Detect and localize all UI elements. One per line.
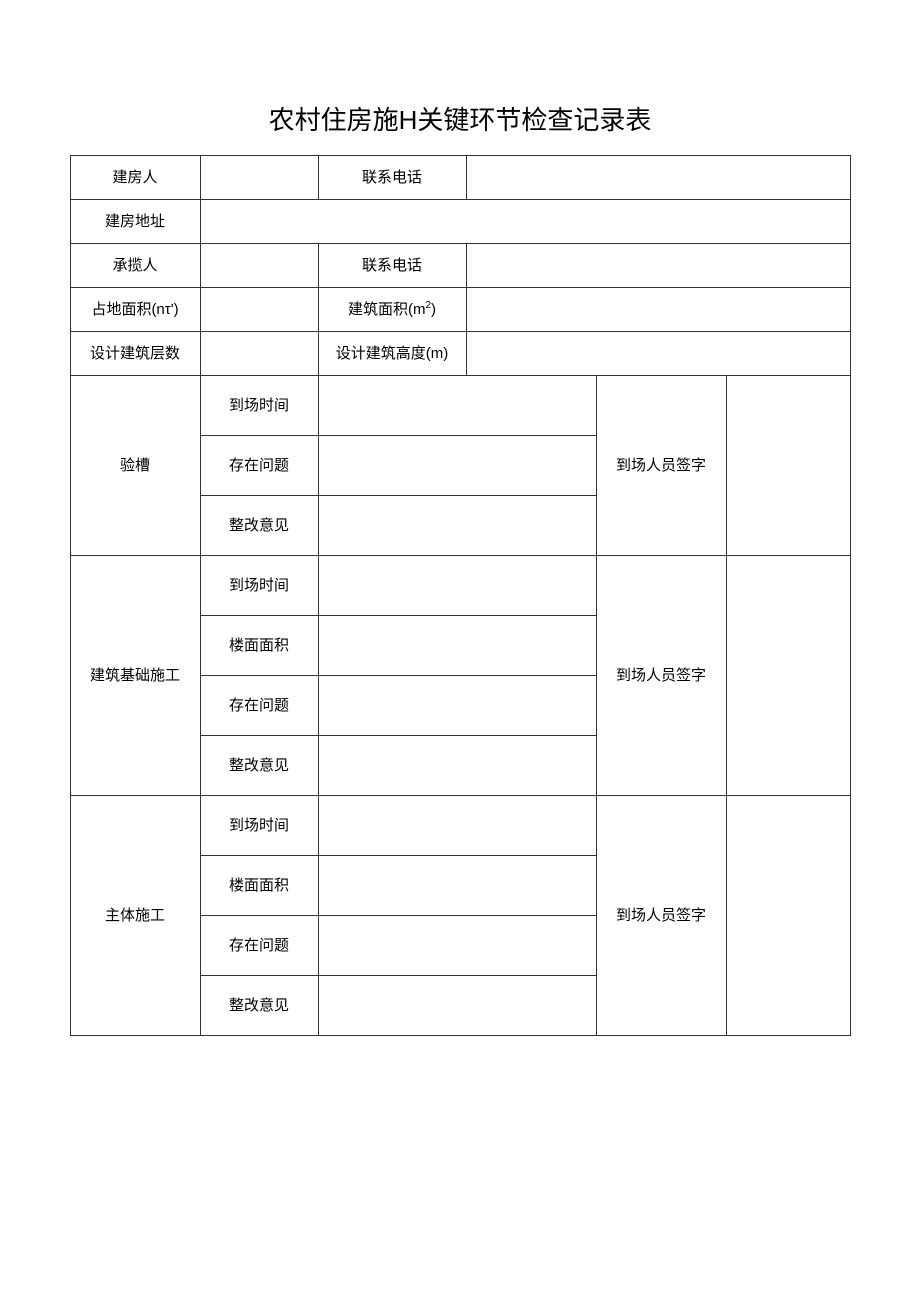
- address-value: [200, 200, 850, 244]
- phone-label-1: 联系电话: [318, 156, 466, 200]
- building-area-value: [466, 288, 850, 332]
- row-value: [318, 676, 596, 736]
- inspection-table: 建房人 联系电话 建房地址 承揽人 联系电话 占地面积(nτ') 建筑面积(m2…: [70, 155, 851, 1036]
- signature-label-1: 到场人员签字: [596, 376, 726, 556]
- phone-value-2: [466, 244, 850, 288]
- row-label: 存在问题: [200, 436, 318, 496]
- row-label: 到场时间: [200, 796, 318, 856]
- building-area-label: 建筑面积(m2): [318, 288, 466, 332]
- row-value: [318, 856, 596, 916]
- row-label: 存在问题: [200, 916, 318, 976]
- signature-value-1: [726, 376, 850, 556]
- signature-value-2: [726, 556, 850, 796]
- signature-label-2: 到场人员签字: [596, 556, 726, 796]
- land-area-value: [200, 288, 318, 332]
- row-label: 整改意见: [200, 496, 318, 556]
- contractor-label: 承揽人: [70, 244, 200, 288]
- section-name-2: 建筑基础施工: [70, 556, 200, 796]
- phone-label-2: 联系电话: [318, 244, 466, 288]
- address-label: 建房地址: [70, 200, 200, 244]
- row-label: 到场时间: [200, 556, 318, 616]
- row-label: 存在问题: [200, 676, 318, 736]
- design-floors-label: 设计建筑层数: [70, 332, 200, 376]
- row-value: [318, 916, 596, 976]
- row-value: [318, 976, 596, 1036]
- row-value: [318, 496, 596, 556]
- row-value: [318, 376, 596, 436]
- row-value: [318, 616, 596, 676]
- row-label: 到场时间: [200, 376, 318, 436]
- row-value: [318, 736, 596, 796]
- section-name-3: 主体施工: [70, 796, 200, 1036]
- design-height-value: [466, 332, 850, 376]
- design-floors-value: [200, 332, 318, 376]
- row-label: 整改意见: [200, 736, 318, 796]
- signature-value-3: [726, 796, 850, 1036]
- section-name-1: 验槽: [70, 376, 200, 556]
- design-height-label: 设计建筑高度(m): [318, 332, 466, 376]
- phone-value-1: [466, 156, 850, 200]
- signature-label-3: 到场人员签字: [596, 796, 726, 1036]
- row-label: 楼面面积: [200, 616, 318, 676]
- row-label: 楼面面积: [200, 856, 318, 916]
- land-area-label: 占地面积(nτ'): [70, 288, 200, 332]
- builder-value: [200, 156, 318, 200]
- contractor-value: [200, 244, 318, 288]
- builder-label: 建房人: [70, 156, 200, 200]
- row-value: [318, 556, 596, 616]
- page-title: 农村住房施H关键环节检查记录表: [269, 100, 652, 137]
- row-value: [318, 796, 596, 856]
- row-value: [318, 436, 596, 496]
- row-label: 整改意见: [200, 976, 318, 1036]
